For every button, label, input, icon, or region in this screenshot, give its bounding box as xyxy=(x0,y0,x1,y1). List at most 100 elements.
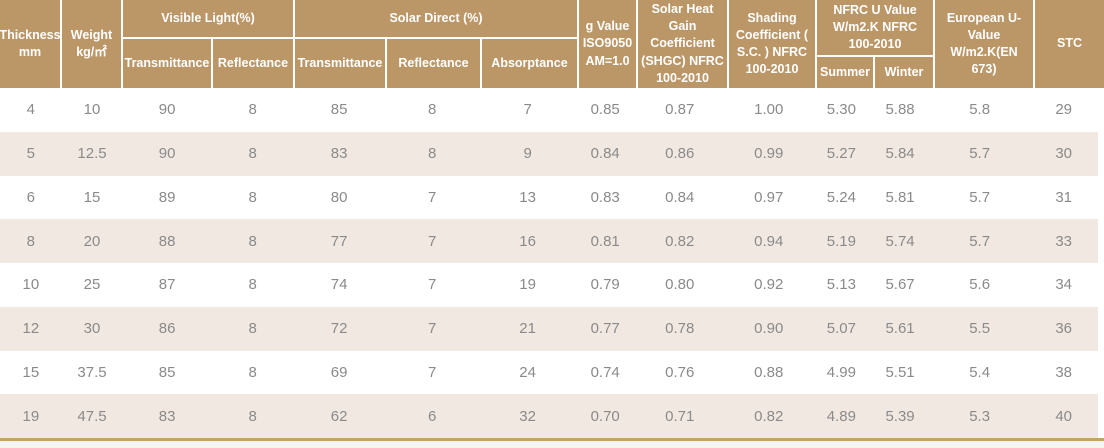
col-header-shgc-label: Solar Heat Gain Coefficient (SHGC) NFRC … xyxy=(641,1,724,85)
table-row: 12 30 86 8 72 7 21 0.77 0.78 0.90 5.07 5.61 5.5 36 xyxy=(0,306,1098,351)
table-cell: 9 xyxy=(523,145,532,163)
table-cell: 5.67 xyxy=(885,276,915,294)
table-cell: 15 xyxy=(83,188,101,206)
table-row: 19 47.5 83 8 62 6 32 0.70 0.71 0.82 4.89 5.39 5.3 40 xyxy=(0,394,1098,438)
table-cell: 5.61 xyxy=(885,320,915,338)
table-cell: 7 xyxy=(427,363,437,381)
table-cell: 0.74 xyxy=(590,363,620,381)
table-cell: 0.88 xyxy=(754,363,784,381)
table-cell: 87 xyxy=(158,276,176,294)
col-header-sd-reflectance: Reflectance xyxy=(387,39,482,88)
table-row: 6 15 89 8 80 7 13 0.83 0.84 0.97 5.24 5.81 5.7 31 xyxy=(0,175,1098,220)
table-cell: 8 xyxy=(248,101,257,119)
table-cell: 24 xyxy=(519,363,536,381)
table-cell: 5.30 xyxy=(826,101,856,119)
table-row: 5 12.5 90 8 83 8 9 0.84 0.86 0.99 5.27 5.84 5.7 30 xyxy=(0,131,1098,176)
table-cell: 8 xyxy=(248,363,257,381)
table-cell: 85 xyxy=(330,101,348,119)
table-cell: 16 xyxy=(519,232,536,250)
col-header-vl-transmittance: Transmittance xyxy=(123,39,213,88)
table-cell: 12.5 xyxy=(77,145,107,163)
col-header-european-u-value-label: European U-Value W/m2.K(EN 673) xyxy=(946,10,1022,77)
col-header-stc: STC xyxy=(1035,0,1104,88)
col-header-european-u-value: European U-Value W/m2.K(EN 673) xyxy=(935,0,1035,88)
col-header-vl-reflectance: Reflectance xyxy=(217,56,289,71)
table-cell: 80 xyxy=(330,188,348,206)
table-cell: 83 xyxy=(158,407,176,425)
table-row: 8 20 88 8 77 7 16 0.81 0.82 0.94 5.19 5.74 5.7 33 xyxy=(0,219,1098,263)
table-cell: 0.79 xyxy=(590,276,620,294)
table-cell: 0.83 xyxy=(590,188,620,206)
table-cell: 5.27 xyxy=(826,145,856,163)
table-cell: 88 xyxy=(158,232,176,250)
table-cell: 12 xyxy=(22,320,40,338)
table-cell: 83 xyxy=(330,145,348,163)
table-cell: 30 xyxy=(83,320,101,338)
table-cell: 8 xyxy=(248,145,257,163)
col-header-stc-label: STC xyxy=(1057,36,1082,51)
table-cell: 4.99 xyxy=(826,363,856,381)
table-cell: 30 xyxy=(1055,145,1072,163)
table-cell: 8 xyxy=(248,320,257,338)
nfrc-subheaders: Summer Winter xyxy=(817,57,933,88)
table-cell: 5.7 xyxy=(969,188,991,206)
table-cell: 36 xyxy=(1055,320,1072,338)
table-header: Thickness mm Weight kg/㎡ Visible Light(%… xyxy=(0,0,1104,88)
table-cell: 5.7 xyxy=(969,145,991,163)
col-header-nfrc-summer: Summer xyxy=(817,57,875,88)
table-cell: 4 xyxy=(26,101,35,119)
col-header-weight-label: Weight kg/㎡ xyxy=(70,27,113,59)
table-cell: 5.13 xyxy=(826,276,856,294)
table-cell: 6 xyxy=(427,407,437,425)
table-cell: 7 xyxy=(427,188,437,206)
table-cell: 90 xyxy=(158,101,176,119)
table-cell: 69 xyxy=(330,363,348,381)
table-cell: 10 xyxy=(83,101,101,119)
table-cell: 5.51 xyxy=(885,363,915,381)
table-cell: 8 xyxy=(248,407,257,425)
col-header-sd-absorptance: Absorptance xyxy=(491,56,568,71)
table-cell: 38 xyxy=(1055,363,1072,381)
table-cell: 72 xyxy=(330,320,348,338)
table-cell: 21 xyxy=(519,320,536,338)
table-cell: 0.85 xyxy=(590,101,620,119)
table-cell: 5.81 xyxy=(885,188,915,206)
table-body: 4 10 90 8 85 8 7 0.85 0.87 1.00 5.30 5.88 5.8 29 5 12.5… xyxy=(0,88,1104,438)
table-cell: 5.39 xyxy=(885,407,915,425)
table-cell: 19 xyxy=(519,276,536,294)
table-cell: 0.87 xyxy=(665,101,695,119)
table-cell: 34 xyxy=(1055,276,1072,294)
col-group-nfrc-u-value-label: NFRC U Value W/m2.K NFRC 100-2010 xyxy=(817,0,933,57)
col-group-solar-direct: Solar Direct (%) Transmittance Reflectan… xyxy=(295,0,579,88)
table-cell: 5.7 xyxy=(969,232,991,250)
table-cell: 32 xyxy=(519,407,536,425)
table-cell: 0.82 xyxy=(754,407,784,425)
col-group-solar-direct-label: Solar Direct (%) xyxy=(295,0,577,39)
col-header-nfrc-winter: Winter xyxy=(884,65,924,80)
table-cell: 7 xyxy=(427,320,437,338)
table-cell: 47.5 xyxy=(77,407,107,425)
table-cell: 20 xyxy=(83,232,101,250)
table-cell: 0.77 xyxy=(590,320,620,338)
table-cell: 0.92 xyxy=(754,276,784,294)
col-group-visible-light-label: Visible Light(%) xyxy=(123,0,293,39)
table-cell: 0.82 xyxy=(665,232,695,250)
table-cell: 0.99 xyxy=(754,145,784,163)
table-cell: 5.19 xyxy=(826,232,856,250)
table-cell: 10 xyxy=(22,276,40,294)
col-header-thickness-label: Thickness mm xyxy=(0,27,61,59)
col-header-shgc: Solar Heat Gain Coefficient (SHGC) NFRC … xyxy=(638,0,729,88)
col-header-g-value-label: g Value ISO9050 AM=1.0 xyxy=(582,19,633,68)
table-cell: 25 xyxy=(83,276,101,294)
visible-light-subheaders: Transmittance Reflectance xyxy=(123,39,293,88)
table-cell: 1.00 xyxy=(754,101,784,119)
table-cell: 5.84 xyxy=(885,145,915,163)
table-cell: 33 xyxy=(1055,232,1072,250)
table-cell: 37.5 xyxy=(77,363,107,381)
table-bottom-border xyxy=(0,438,1104,441)
table-cell: 8 xyxy=(427,101,437,119)
table-cell: 0.84 xyxy=(665,188,695,206)
table-cell: 0.78 xyxy=(665,320,695,338)
col-group-nfrc-u-value: NFRC U Value W/m2.K NFRC 100-2010 Summer… xyxy=(817,0,935,88)
page-background-strip xyxy=(0,441,1104,448)
